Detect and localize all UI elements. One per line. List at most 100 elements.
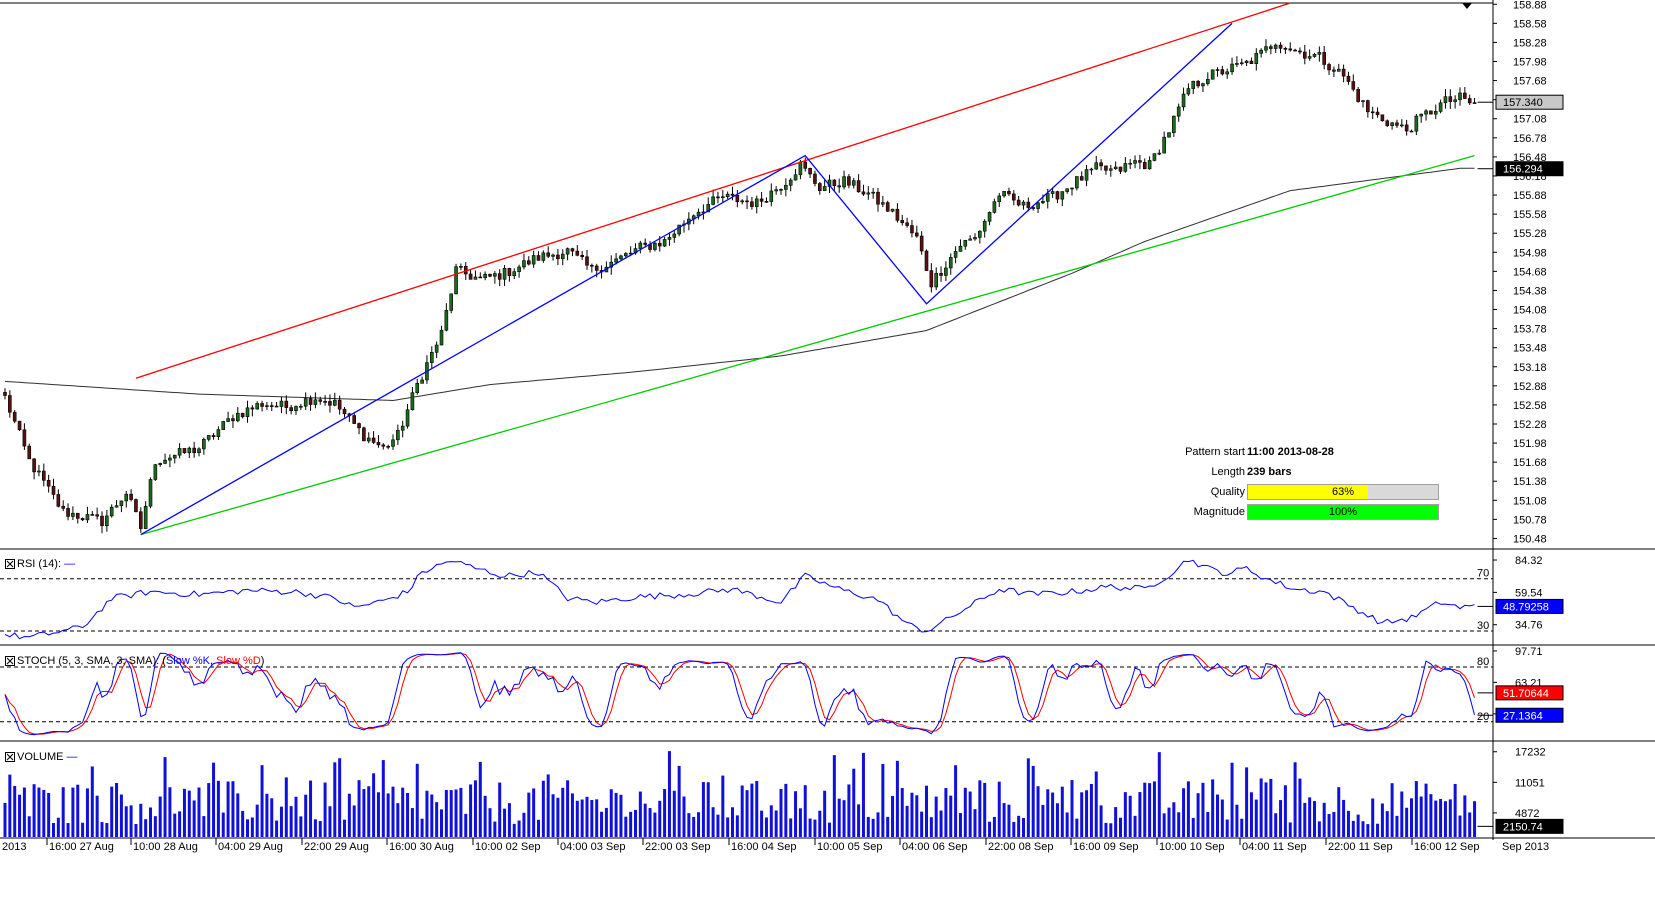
- candle: [1361, 100, 1365, 108]
- candle-body: [177, 448, 182, 456]
- price-tick-label: 156.78: [1513, 133, 1547, 145]
- candle: [1429, 110, 1433, 115]
- volume-bar: [1065, 812, 1069, 837]
- candle-body: [643, 242, 648, 245]
- volume-bar: [1031, 765, 1035, 837]
- close-volume-icon[interactable]: [3, 752, 17, 766]
- volume-bar: [182, 788, 186, 837]
- candle: [832, 179, 837, 191]
- candle-body: [1472, 102, 1477, 104]
- candle-body: [497, 273, 502, 280]
- candle: [323, 395, 327, 406]
- candle-body: [1210, 69, 1215, 80]
- candle: [536, 251, 541, 261]
- price-tick-label: 154.98: [1513, 247, 1547, 259]
- volume-bar: [944, 788, 948, 837]
- candle: [1021, 200, 1026, 210]
- candle-body: [1109, 168, 1113, 171]
- volume-bar: [1458, 815, 1462, 837]
- candle-body: [332, 399, 337, 406]
- candle: [1390, 121, 1394, 130]
- volume-bar: [197, 787, 201, 837]
- volume-bar: [861, 752, 865, 837]
- volume-bar: [891, 795, 895, 837]
- candle-body: [1307, 56, 1312, 59]
- candle: [1307, 49, 1312, 61]
- volume-bar: [255, 804, 259, 837]
- price-tick-label: 152.58: [1513, 400, 1547, 412]
- candle: [221, 420, 226, 430]
- volume-scale-label: 11051: [1515, 777, 1545, 789]
- candle: [420, 376, 424, 384]
- volume-bar: [90, 766, 94, 837]
- candle-body: [672, 233, 677, 238]
- volume-bar: [81, 822, 85, 837]
- volume-bar: [1424, 783, 1428, 837]
- candle: [1201, 82, 1205, 92]
- volume-bar: [813, 819, 817, 837]
- volume-bar: [939, 810, 943, 837]
- volume-bar: [1376, 823, 1380, 837]
- candle: [61, 500, 66, 512]
- candle: [614, 253, 618, 265]
- candle: [1385, 119, 1390, 128]
- volume-bar: [498, 782, 502, 837]
- candle: [139, 507, 143, 533]
- volume-bar: [541, 780, 545, 837]
- volume-bar: [537, 819, 540, 837]
- candle-body: [575, 250, 580, 256]
- candle-body: [754, 198, 759, 207]
- candle-body: [211, 435, 216, 438]
- volume-bar: [1022, 817, 1025, 837]
- magnitude-value: 100%: [1328, 506, 1358, 518]
- candle-body: [163, 459, 167, 464]
- volume-bar: [823, 790, 827, 837]
- candle: [459, 263, 463, 271]
- candle-body: [885, 202, 890, 212]
- candle: [274, 401, 279, 408]
- volume-bar: [153, 816, 157, 837]
- volume-bar: [1060, 786, 1064, 837]
- current-price-tag-text: 157.340: [1503, 97, 1543, 109]
- candle-body: [85, 514, 90, 521]
- volume-bar: [47, 792, 51, 837]
- candle-body: [1133, 160, 1137, 164]
- candle: [202, 437, 206, 455]
- candle-body: [1380, 114, 1385, 122]
- candle: [978, 230, 982, 244]
- volume-bar: [837, 798, 841, 837]
- candle-body: [590, 264, 594, 267]
- candle: [163, 453, 167, 465]
- candle-body: [837, 185, 842, 188]
- volume-bar: [1055, 803, 1059, 837]
- candle: [1206, 72, 1210, 86]
- candle-body: [473, 276, 478, 280]
- volume-bar: [1448, 799, 1452, 837]
- candle: [265, 401, 269, 410]
- time-tick-label: 10:00 02 Sep: [475, 841, 540, 853]
- volume-bar: [570, 793, 574, 837]
- volume-bar: [338, 758, 342, 837]
- volume-bar: [876, 812, 880, 837]
- candle: [1366, 99, 1370, 118]
- candle: [425, 355, 429, 384]
- volume-bar: [701, 782, 705, 837]
- volume-bar: [667, 751, 671, 837]
- candle: [37, 464, 41, 477]
- close-stoch-icon[interactable]: [3, 656, 17, 670]
- stoch-k-tag-text: 27.1364: [1503, 710, 1543, 722]
- candle: [51, 478, 56, 500]
- volume-bar: [1211, 779, 1215, 837]
- candle-body: [202, 439, 206, 450]
- candle-body: [556, 254, 560, 260]
- candle: [997, 192, 1002, 208]
- time-tick-label: 16:00 12 Sep: [1414, 841, 1479, 853]
- close-rsi-icon[interactable]: [3, 559, 17, 573]
- volume-bar: [236, 793, 240, 837]
- candle: [982, 219, 987, 238]
- candle: [1026, 197, 1031, 212]
- candle: [294, 405, 298, 415]
- candle-body: [992, 201, 997, 213]
- candle: [158, 462, 162, 467]
- candle-body: [546, 252, 551, 257]
